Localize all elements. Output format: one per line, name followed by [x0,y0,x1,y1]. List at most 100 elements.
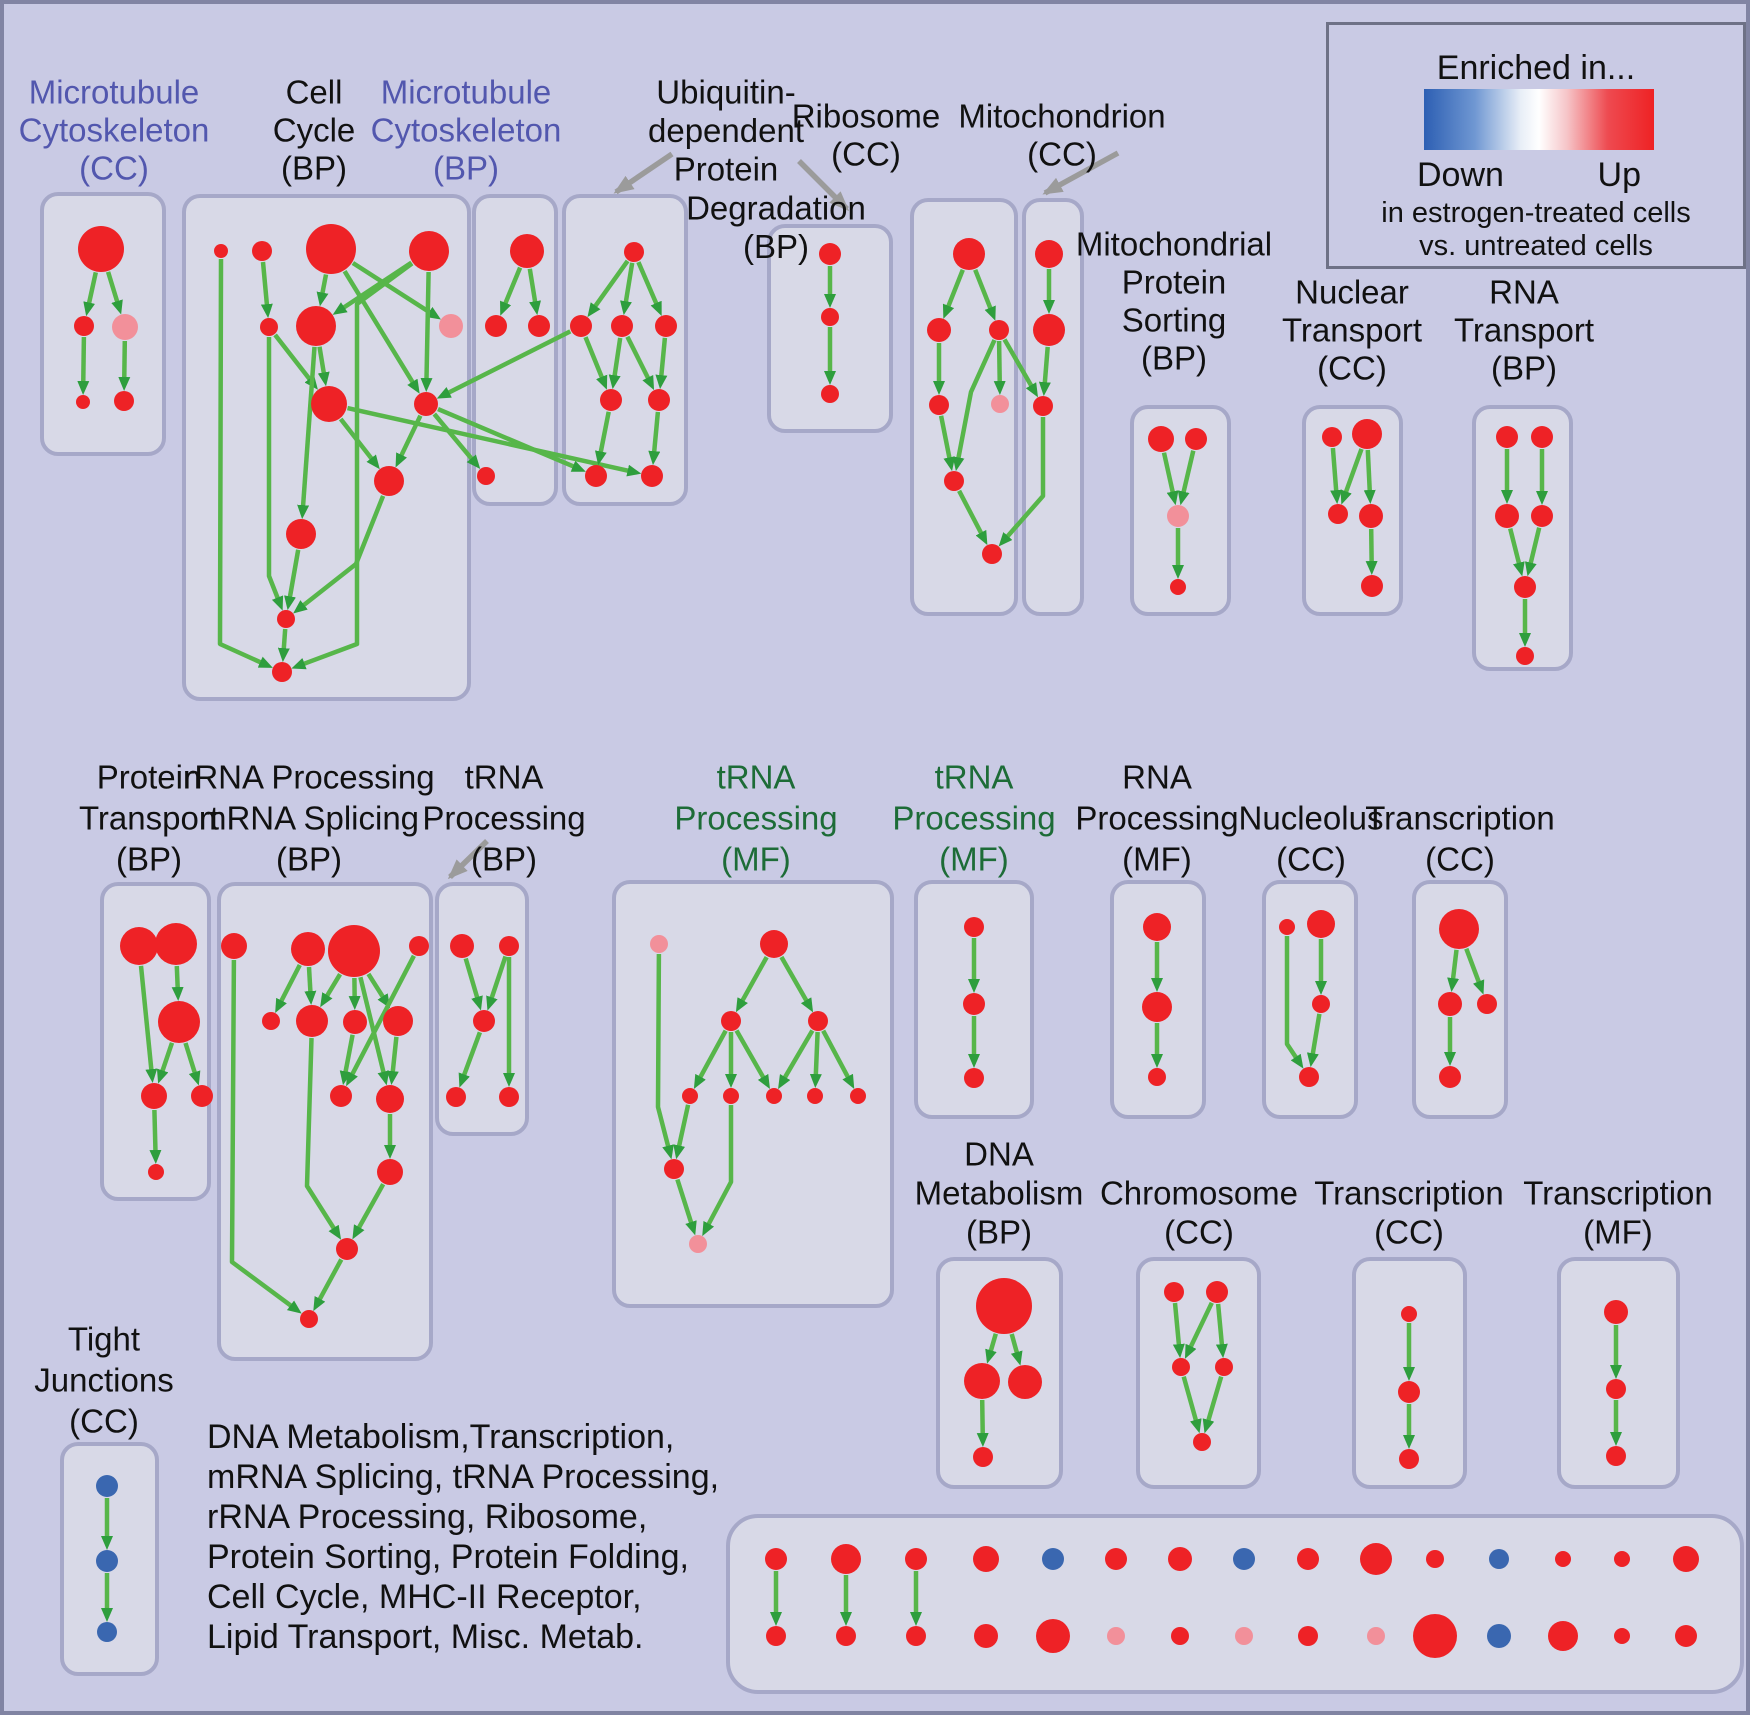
go-edge-mb1-mb3 [527,268,541,316]
cluster-label-tight-junctions-cc-line-2: Junctions [34,1362,173,1399]
go-edge-u0-um1 [587,259,630,318]
cluster-label-protein-transport-bp-line-2: Transport [79,800,219,837]
go-edge-a3-a5 [118,340,131,391]
go-term-node-m4 [682,1088,698,1104]
go-term-node-n3 [1328,504,1348,524]
cluster-box-dnam [936,1257,1063,1489]
legend-subtitle-2: vs. untreated cells [1419,230,1653,262]
go-term-node-e3 [1148,1068,1166,1086]
go-term-node-x3 [1477,994,1497,1014]
go-term-node-r5 [991,395,1009,413]
go-edge-m1-m2 [735,956,769,1013]
go-edge-f1-f4 [1284,936,1304,1069]
go-edge-h2-h3 [486,955,508,1011]
go-term-node-um3 [655,315,677,337]
go-edge-n4-n5 [1365,528,1378,575]
cluster-label-trna-processing-mf-1-line-2: Processing [674,800,837,837]
go-edge-um1-ul1 [583,336,608,390]
go-edge-y3-y5 [1181,1375,1202,1434]
cluster-label-tight-junctions-cc-line-1: Tight [68,1321,140,1358]
go-term-node-r7 [982,544,1002,564]
cluster-label-trna-processing-mf-2-line-2: Processing [892,800,1055,837]
go-term-node-b15t [1673,1546,1699,1572]
cluster-box-ub1 [562,194,688,506]
go-term-node-a1 [78,226,124,272]
cluster-label-mitochondrial-protein-sorting-bp-line-2: Protein [1122,264,1227,301]
go-term-node-b10t [1360,1543,1392,1575]
go-term-node-c8 [311,386,347,422]
go-term-node-f3 [1312,995,1330,1013]
cluster-label-dna-metabolism-bp-line-1: DNA [964,1136,1034,1173]
go-term-node-p3 [158,1001,200,1043]
cluster-label-cell-cycle-bp-line-3: (BP) [281,150,347,187]
go-edge-ul1-ub1n [594,411,611,466]
go-term-node-g4 [409,936,429,956]
go-edge-h1-h3 [463,957,483,1011]
go-edge-m3-m6 [778,1029,815,1090]
go-term-node-x4 [1439,1066,1461,1088]
cluster-label-ubiquitin-dep-protein-degradation-bp-b-line-1: Degradation [686,190,866,227]
go-term-node-n5 [1361,575,1383,597]
go-term-node-h3 [473,1010,495,1032]
go-edge-ul2-ub2n [648,411,661,466]
legend-title: Enriched in... [1436,49,1636,87]
go-edge-g11-g12 [352,1183,386,1240]
cluster-label-mitochondrion-cc-line-1: Mitochondrion [958,98,1165,135]
go-edge-p4-p6 [149,1109,162,1164]
go-term-node-j2 [96,1550,118,1572]
go-term-node-r1 [953,238,985,270]
go-edge-c3-c9 [342,270,420,394]
go-term-node-j1 [96,1475,118,1497]
go-edge-m2-m4 [693,1029,728,1090]
go-term-node-e2 [1142,992,1172,1022]
cluster-label-nuclear-transport-cc-line-3: (CC) [1317,350,1387,387]
go-term-node-g1 [221,933,247,959]
go-term-node-d4 [973,1447,993,1467]
go-term-node-m10 [689,1235,707,1253]
legend-gradient-bar [1424,89,1654,150]
cluster-box-mtbp [472,194,558,506]
go-edge-c4-c9 [420,271,433,392]
cluster-label-rna-processing-mf-line-2: Processing [1075,800,1238,837]
go-term-node-y3 [1172,1358,1190,1376]
cluster-label-rna-transport-bp-line-2: Transport [1454,312,1594,349]
go-edge-c9-mb4 [432,412,481,470]
go-edge-n2-n3 [1340,448,1364,505]
go-edge-p2-p3 [171,965,184,1001]
go-term-node-s4 [1170,579,1186,595]
go-term-node-f1 [1279,919,1295,935]
cluster-label-microtubule-cytoskeleton-cc-line-1: Microtubule [29,74,200,111]
go-term-node-b8t [1233,1548,1255,1570]
go-edge-g3-g6 [320,973,343,1008]
go-edge-c9-ub1n [437,407,586,472]
annotation-arrow-trna-bp-to-box [447,839,489,880]
cluster-label-protein-transport-bp-line-3: (BP) [116,841,182,878]
go-term-node-n2 [1352,419,1382,449]
go-term-node-z1 [1401,1306,1417,1322]
cluster-label-transcription-cc-2-line-2: (CC) [1374,1214,1444,1251]
cluster-label-ribosome-cc-line-1: Ribosome [792,98,941,135]
go-term-node-ub1n [585,465,607,487]
collapsed-clusters-note-line-2: mRNA Splicing, tRNA Processing, [207,1458,719,1496]
go-term-node-b5t [1042,1548,1064,1570]
go-edge-g3-g8 [366,972,391,1009]
cluster-label-rrna-processing-mrna-splicing-bp-line-2: mRNA Splicing [199,800,419,837]
go-term-node-o3 [1606,1446,1626,1466]
go-term-node-p6 [148,1164,164,1180]
go-edge-r3-r6 [952,339,997,472]
go-term-node-b9b [1298,1626,1318,1646]
go-term-node-b2b [836,1626,856,1646]
cluster-label-chromosome-cc-line-2: (CC) [1164,1214,1234,1251]
go-edge-d2-d4 [976,1399,989,1447]
cluster-label-microtubule-cytoskeleton-bp-line-2: Cytoskeleton [371,112,562,149]
go-term-node-k3 [964,1068,984,1088]
go-term-node-u0 [624,242,644,262]
cluster-label-microtubule-cytoskeleton-cc-line-2: Cytoskeleton [19,112,210,149]
annotation-arrow-ubiquitin-to-left-box [613,151,674,195]
cluster-box-mtcc [40,192,166,456]
go-term-node-f2 [1307,910,1335,938]
go-term-node-g8 [383,1006,413,1036]
go-term-node-g10 [376,1085,404,1113]
go-edge-c8-c10 [338,417,380,470]
